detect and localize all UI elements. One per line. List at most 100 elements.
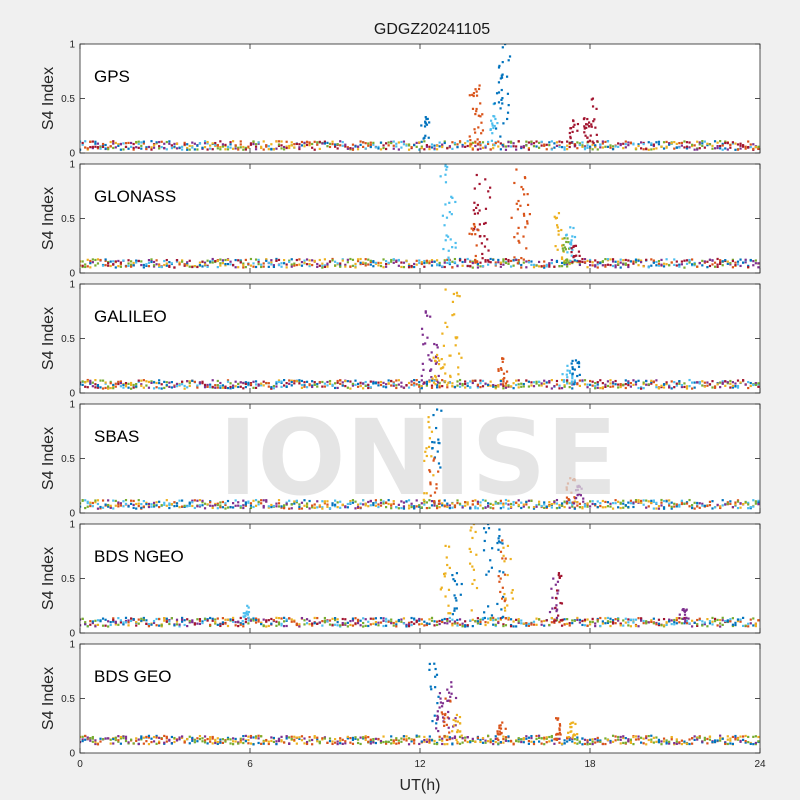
data-point: [336, 621, 339, 624]
data-point: [237, 266, 240, 269]
spike-point: [424, 311, 427, 314]
data-point: [665, 146, 668, 149]
data-point: [152, 264, 156, 267]
spike-peak-point: [501, 357, 504, 360]
spike-point: [503, 560, 506, 563]
data-point: [599, 143, 602, 146]
data-point: [517, 499, 520, 502]
spike-peak-point: [433, 342, 436, 346]
spike-point: [582, 500, 585, 503]
spike-point: [434, 362, 438, 365]
data-point: [425, 738, 428, 741]
data-point: [96, 499, 100, 502]
data-point: [576, 147, 579, 150]
data-point: [420, 145, 423, 148]
data-point: [581, 623, 584, 627]
data-point: [446, 147, 449, 150]
data-point: [127, 262, 130, 265]
data-point: [196, 148, 199, 151]
data-point: [349, 147, 352, 150]
spike-point: [472, 209, 475, 212]
data-point: [191, 736, 194, 740]
spike-point: [438, 706, 441, 709]
data-point: [305, 380, 309, 383]
data-point: [734, 501, 737, 504]
data-point: [214, 740, 217, 743]
data-point: [214, 618, 217, 621]
spike-point: [424, 134, 427, 137]
spike-point: [480, 132, 483, 135]
data-point: [719, 506, 722, 509]
data-point: [696, 140, 699, 143]
data-point: [428, 740, 431, 743]
data-point: [277, 621, 281, 624]
data-point: [729, 382, 732, 385]
data-point: [413, 384, 416, 387]
data-point: [601, 140, 604, 143]
data-point: [632, 383, 635, 386]
data-point: [362, 145, 365, 149]
spike-point: [437, 438, 440, 441]
data-point: [275, 740, 278, 743]
data-point: [216, 742, 219, 746]
spike-point: [499, 724, 502, 727]
data-point: [334, 264, 337, 267]
data-point: [303, 384, 306, 387]
data-point: [436, 507, 439, 510]
data-point: [680, 502, 683, 506]
data-point: [586, 146, 589, 149]
data-point: [668, 264, 671, 267]
spike-point: [502, 571, 505, 574]
data-point: [104, 264, 107, 267]
data-point: [385, 383, 388, 386]
data-point: [382, 258, 385, 261]
data-point: [369, 742, 372, 745]
data-point: [219, 384, 222, 388]
data-point: [548, 504, 551, 508]
data-point: [257, 263, 260, 266]
data-point: [744, 739, 747, 743]
spike-point: [475, 107, 478, 111]
data-point: [578, 384, 581, 388]
data-point: [560, 265, 564, 268]
data-point: [757, 503, 760, 506]
data-point: [193, 148, 196, 151]
data-point: [242, 148, 245, 151]
data-point: [696, 501, 699, 505]
spike-point: [460, 356, 463, 359]
data-point: [226, 499, 230, 503]
spike-point: [565, 488, 568, 491]
data-point: [719, 140, 722, 143]
data-point: [119, 737, 122, 740]
data-point: [239, 622, 242, 625]
data-point: [632, 742, 635, 746]
data-point: [757, 499, 760, 502]
spike-point: [429, 481, 432, 484]
data-point: [354, 507, 357, 510]
spike-point: [455, 583, 459, 586]
data-point: [696, 737, 699, 740]
data-point: [591, 261, 594, 264]
data-point: [203, 739, 207, 742]
data-point: [160, 146, 163, 149]
spike-point: [501, 97, 504, 100]
data-point: [458, 259, 462, 262]
data-point: [558, 387, 561, 390]
data-point: [275, 743, 278, 746]
spike-point: [497, 537, 500, 540]
data-point: [400, 265, 403, 269]
data-point: [186, 261, 189, 264]
data-point: [290, 507, 293, 510]
data-point: [339, 140, 342, 143]
spike-point: [449, 695, 452, 698]
data-point: [201, 504, 204, 507]
data-point: [119, 265, 122, 268]
data-point: [145, 384, 148, 387]
data-point: [364, 147, 367, 150]
spike-point: [437, 470, 440, 473]
y-axis-label: S4 Index: [40, 427, 57, 490]
data-point: [356, 620, 360, 623]
data-point: [734, 623, 737, 627]
data-point: [706, 384, 709, 387]
data-point: [471, 503, 474, 506]
